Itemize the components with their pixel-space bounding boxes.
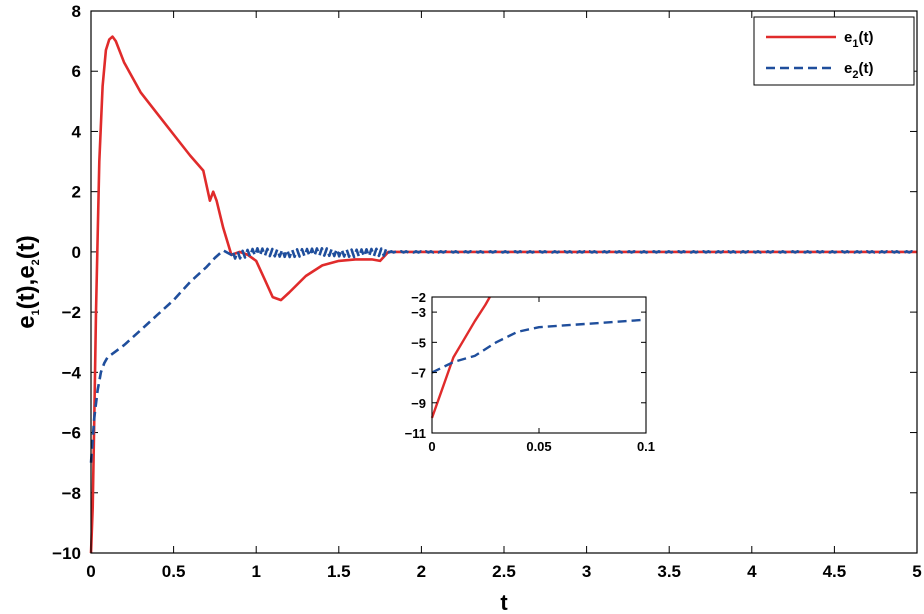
label-subscript: 1 <box>852 38 858 50</box>
y-tick-label: 8 <box>72 2 81 21</box>
x-tick-label: 2.5 <box>492 562 516 581</box>
y-tick-label: 4 <box>72 122 82 141</box>
label-segment: e <box>844 29 852 46</box>
label-segment: (t) <box>13 235 40 259</box>
y-tick-label: 2 <box>72 183 81 202</box>
inset-plot: 0 0.05 0.1 −11 −9 −7 −5 −3−2 <box>405 290 655 454</box>
x-tick-label: 5 <box>912 562 921 581</box>
inset-y-tick-label: −11 <box>405 426 426 441</box>
y-tick-label: −10 <box>52 544 81 563</box>
inset-y-tick-label: −9 <box>411 396 426 411</box>
x-tick-label: 0 <box>86 562 95 581</box>
legend-box <box>753 16 915 86</box>
inset-series-line-e1t <box>430 296 491 419</box>
x-tick-label: 1 <box>251 562 260 581</box>
y-tick-label: 6 <box>72 62 81 81</box>
x-tick-label: 0.5 <box>162 562 186 581</box>
label-segment: e <box>13 315 40 328</box>
inset-y-tick-label: −3 <box>411 305 426 320</box>
label-segment: (t) <box>858 60 873 77</box>
label-segment: (t),e <box>13 265 40 309</box>
inset-x-tick-label: 0.1 <box>637 439 655 454</box>
x-tick-label: 3.5 <box>657 562 681 581</box>
inset-series-line-e2t <box>431 318 647 374</box>
legend-label: e2(t) <box>844 60 873 81</box>
main-plot-frame <box>90 10 918 554</box>
label-segment: (t) <box>858 29 873 46</box>
label-segment: e <box>844 60 852 77</box>
x-tick-label: 4 <box>747 562 757 581</box>
series-line-e2t <box>89 247 918 463</box>
y-tick-label: 0 <box>72 243 81 262</box>
y-axis-title: e1(t),e2(t) <box>13 235 42 329</box>
label-subscript: 2 <box>30 259 42 265</box>
inset-x-tick-label: 0 <box>428 439 435 454</box>
inset-x-tick-label: 0.05 <box>526 439 551 454</box>
label-subscript: 2 <box>852 69 858 81</box>
inset-frame <box>431 296 647 434</box>
legend-label: e1(t) <box>844 29 873 50</box>
inset-background <box>432 297 646 433</box>
y-tick-label: −2 <box>62 303 81 322</box>
y-tick-label: −4 <box>62 363 82 382</box>
series-line-e1t <box>89 35 917 554</box>
legend: e1(t)e2(t) <box>753 16 915 86</box>
label-subscript: 1 <box>30 309 42 315</box>
inset-y-tick-label: −2 <box>411 290 426 305</box>
x-tick-label: 1.5 <box>327 562 351 581</box>
inset-y-tick-label: −7 <box>411 366 426 381</box>
x-axis-title: t <box>500 590 508 614</box>
inset-y-tick-label: −5 <box>411 335 426 350</box>
main-plot: 0 0.5 1 1.5 2 2.5 3 3.5 4 4.5 5−10−8−6−4−202468te1… <box>13 2 922 614</box>
y-tick-label: −6 <box>62 424 81 443</box>
y-tick-label: −8 <box>62 484 81 503</box>
x-tick-label: 4.5 <box>823 562 847 581</box>
x-tick-label: 2 <box>417 562 426 581</box>
x-tick-label: 3 <box>582 562 591 581</box>
